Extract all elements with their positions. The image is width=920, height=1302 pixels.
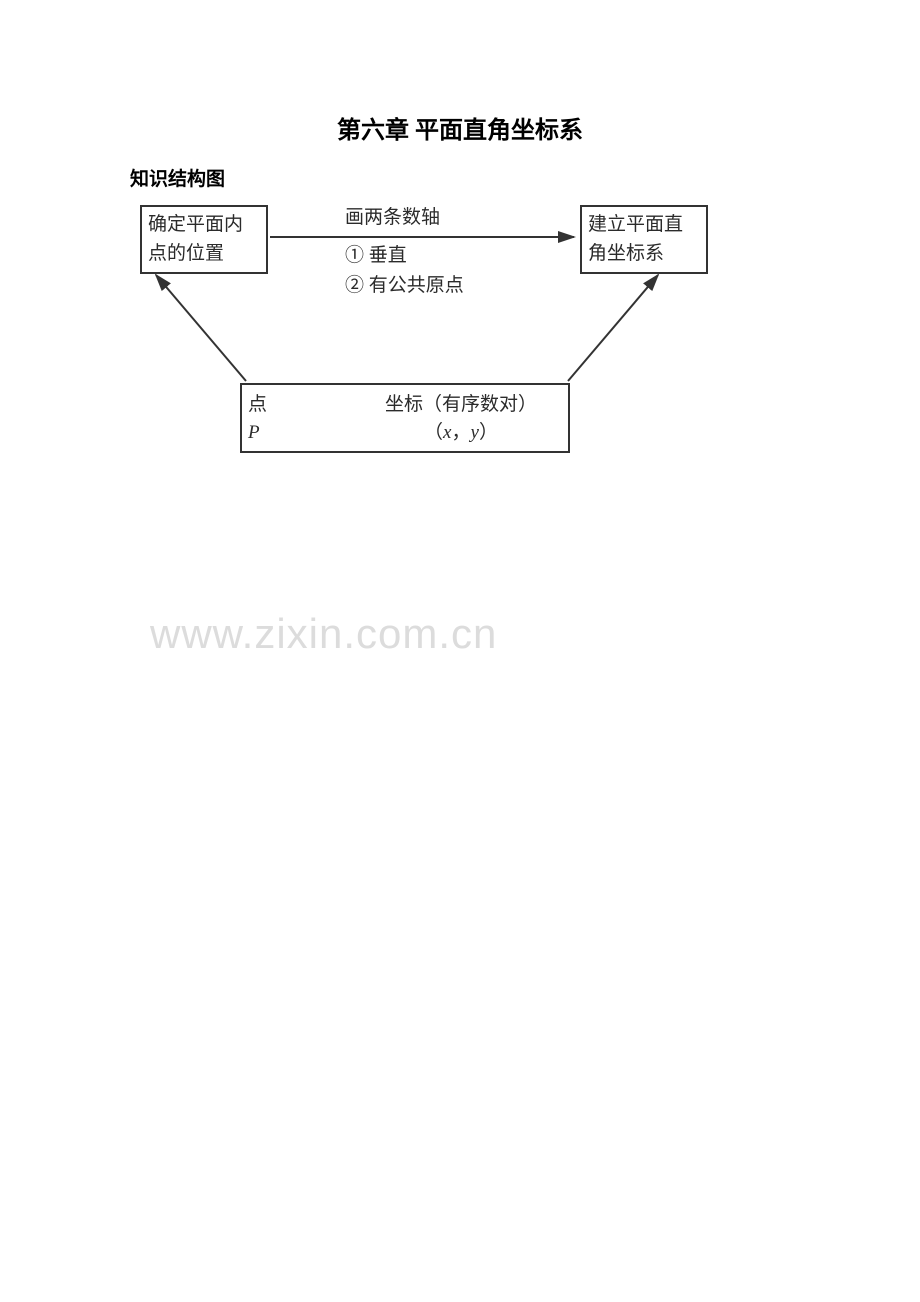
node-bottom-left: 点 P [248, 391, 267, 446]
mid-label-cond1: ① 垂直 [345, 243, 407, 270]
node-bottom-right: 坐标（有序数对） （x，y） [356, 391, 566, 446]
xy-sep: ， [451, 422, 470, 443]
node-right-line2: 角坐标系 [588, 243, 664, 264]
node-left-line1: 确定平面内 [148, 214, 243, 235]
knowledge-structure-diagram: 确定平面内 点的位置 建立平面直 角坐标系 画两条数轴 ① 垂直 ② 有公共原点… [130, 195, 770, 465]
arrow-diag-right [568, 275, 658, 381]
xy-prefix: （ [424, 422, 443, 443]
node-determine-position: 确定平面内 点的位置 [140, 205, 268, 274]
node-right-line1: 建立平面直 [588, 214, 683, 235]
arrow-diag-left [156, 275, 246, 381]
section-subtitle: 知识结构图 [130, 164, 225, 191]
xy-y: y [471, 422, 479, 443]
page-title: 第六章 平面直角坐标系 [0, 110, 920, 145]
mid-label-top: 画两条数轴 [345, 205, 440, 232]
node-bottom-coord-label: 坐标（有序数对） [385, 394, 537, 415]
node-bottom-point-label: 点 [248, 394, 267, 415]
mid-label-cond2: ② 有公共原点 [345, 273, 464, 300]
node-bottom-xy: （x，y） [424, 422, 498, 443]
node-establish-coord-system: 建立平面直 角坐标系 [580, 205, 708, 274]
watermark: www.zixin.com.cn [150, 610, 497, 658]
node-left-line2: 点的位置 [148, 243, 224, 264]
xy-suffix: ） [479, 422, 498, 443]
node-bottom-point-P: P [248, 422, 260, 443]
